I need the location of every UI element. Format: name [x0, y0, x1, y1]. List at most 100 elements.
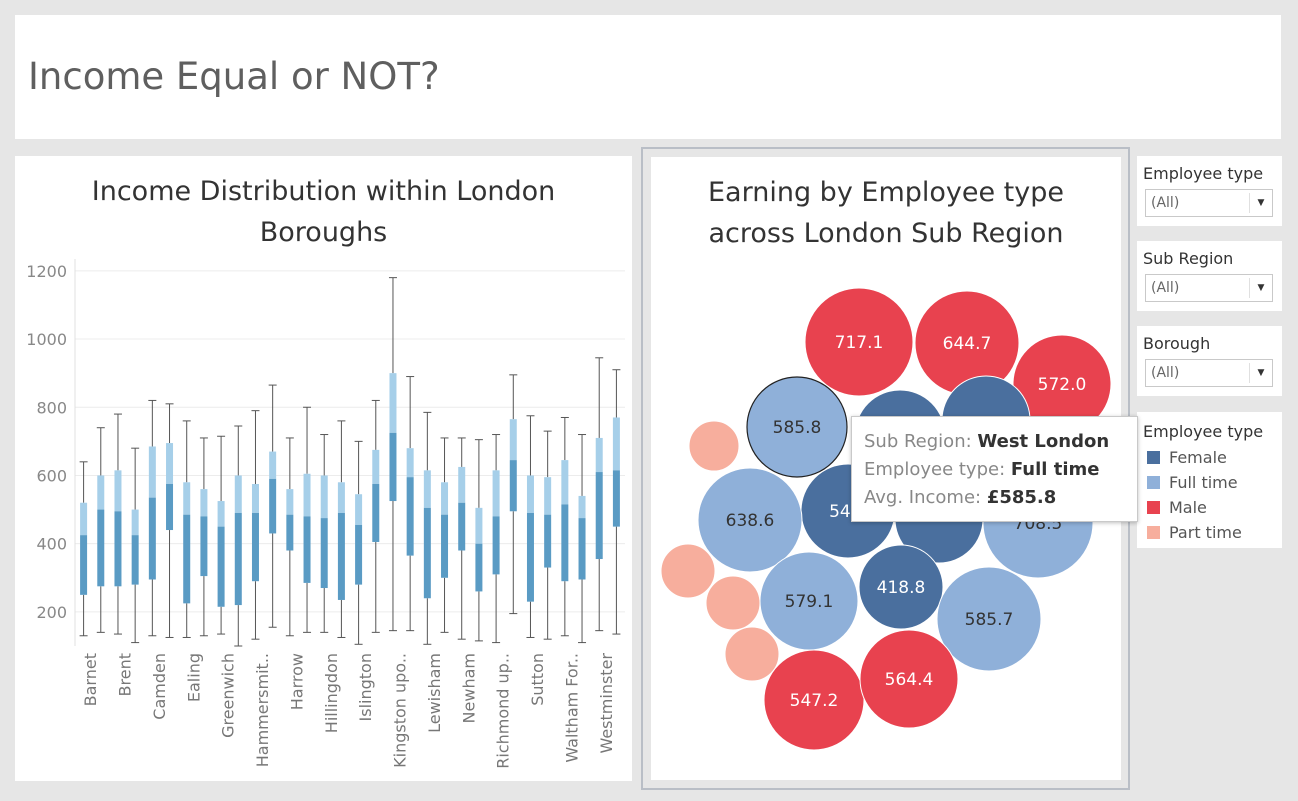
box-upper [475, 507, 483, 544]
box-upper [612, 417, 620, 471]
box-upper [526, 475, 534, 513]
box-lower [303, 516, 311, 583]
box-upper [337, 482, 345, 513]
bubble-circle [936, 566, 1042, 672]
box-lower [148, 497, 156, 580]
employee-type-dropdown[interactable]: (All) ▼ [1145, 189, 1273, 217]
box-upper [303, 473, 311, 517]
box-upper [97, 475, 105, 510]
box-lower [217, 526, 225, 607]
box-lower [131, 535, 139, 585]
bubble-title: Earning by Employee type across London S… [651, 172, 1121, 254]
boxplot-chart[interactable]: 200 400 600 800 1000 1200 Barnet Brent Camden Eal… [15, 156, 632, 781]
tooltip-value: Full time [1010, 459, 1100, 480]
chevron-down-icon[interactable]: ▼ [1249, 278, 1272, 298]
box-lower [492, 516, 500, 575]
title-panel: Income Equal or NOT? [15, 15, 1281, 139]
tooltip-value: West London [977, 431, 1110, 452]
chevron-down-icon[interactable]: ▼ [1249, 193, 1272, 213]
bubble [724, 626, 780, 682]
filter-label: Employee type [1143, 164, 1264, 183]
box-upper [578, 495, 586, 519]
boxplot-title: Income Distribution within London Boroug… [15, 171, 632, 253]
x-tick-label: Hammersmit.. [253, 653, 272, 767]
bubble-circle [763, 649, 865, 751]
bubble-circle [660, 543, 716, 599]
bubble [660, 543, 716, 599]
bubble: 579.1 [759, 551, 859, 651]
box-lower [269, 478, 277, 534]
bubble-circle [746, 376, 848, 478]
box-upper [544, 477, 552, 515]
bubble-circle [688, 420, 740, 472]
box-upper [492, 470, 500, 517]
box-lower [286, 514, 294, 551]
x-tick-label: Waltham For.. [562, 653, 581, 763]
bubble: 638.6 [697, 467, 803, 573]
chevron-down-icon[interactable]: ▼ [1249, 363, 1272, 383]
box-upper [251, 483, 259, 513]
bubble-circle [859, 629, 959, 729]
box-upper [406, 448, 414, 478]
box-upper [561, 460, 569, 505]
tooltip-label: Avg. Income: [864, 487, 982, 508]
bubble: 585.8 [746, 376, 848, 478]
x-tick-label: Barnet [81, 653, 100, 706]
box-upper [320, 475, 328, 519]
legend-title: Employee type [1143, 422, 1264, 441]
legend-label: Male [1169, 498, 1207, 517]
boxplot-panel: Income Distribution within London Boroug… [15, 156, 632, 781]
bubble-label: 585.7 [965, 610, 1014, 630]
box-upper [200, 489, 208, 517]
bubble-label: 644.7 [943, 334, 992, 354]
bubble-circle [697, 467, 803, 573]
bubble: 547.2 [763, 649, 865, 751]
legend-swatch [1147, 476, 1160, 489]
bubble-circle [804, 287, 914, 397]
bubble [688, 420, 740, 472]
bubble-label: 638.6 [726, 511, 775, 531]
box-lower [441, 514, 449, 578]
box-lower [320, 518, 328, 589]
borough-dropdown[interactable]: (All) ▼ [1145, 359, 1273, 387]
x-tick-label: Lewisham [425, 653, 444, 733]
bubble-circle [724, 626, 780, 682]
tooltip-sub-region: Sub Region: West London [864, 431, 1109, 452]
box-lower [183, 514, 191, 604]
box-upper [441, 482, 449, 515]
bubble-label: 418.8 [877, 578, 926, 598]
box-lower [544, 514, 552, 568]
x-tick-label: Greenwich [219, 653, 238, 738]
box-lower [80, 535, 88, 595]
box-lower [423, 507, 431, 599]
y-tick-label: 400 [36, 535, 67, 554]
x-tick-label: Brent [116, 653, 135, 696]
x-tick-label: Newham [459, 653, 478, 723]
bubble-circle [858, 544, 944, 630]
y-tick-label: 1200 [26, 262, 67, 281]
x-tick-label: Hillingdon [322, 653, 341, 733]
legend-swatch [1147, 526, 1160, 539]
bubble: 564.4 [859, 629, 959, 729]
box-upper [148, 446, 156, 498]
dashboard-title: Income Equal or NOT? [28, 55, 440, 98]
box-lower [561, 504, 569, 582]
box-upper [389, 373, 397, 433]
box-lower [595, 472, 603, 560]
box-upper [372, 449, 380, 484]
x-tick-label: Harrow [287, 653, 306, 710]
box-upper [355, 494, 363, 525]
box-upper [509, 419, 517, 461]
box-lower [114, 511, 122, 587]
box-lower [234, 512, 242, 606]
legend-swatch [1147, 501, 1160, 514]
box-lower [355, 524, 363, 585]
bubble-label: 579.1 [785, 592, 834, 612]
filter-borough: Borough (All) ▼ [1137, 326, 1282, 396]
box-lower [612, 470, 620, 527]
bubble-label: 572.0 [1038, 375, 1087, 395]
box-lower [578, 518, 586, 580]
filter-sub-region: Sub Region (All) ▼ [1137, 241, 1282, 311]
sub-region-dropdown[interactable]: (All) ▼ [1145, 274, 1273, 302]
tooltip-avg-income: Avg. Income: £585.8 [864, 487, 1056, 508]
